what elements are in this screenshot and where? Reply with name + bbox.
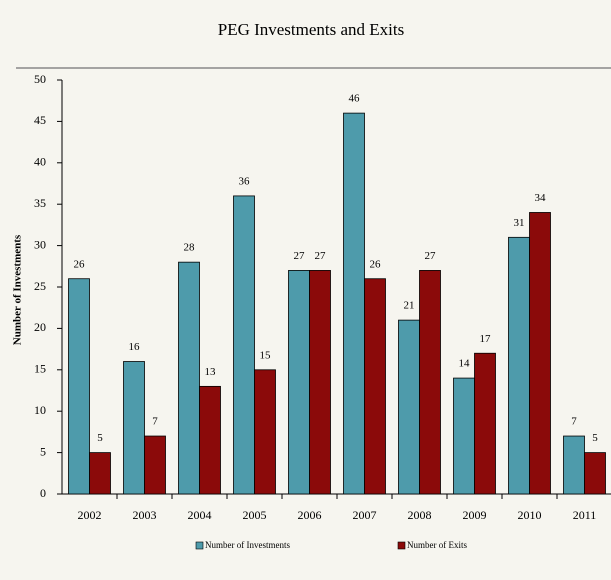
bar (508, 236, 530, 495)
x-tick-label: 2003 (133, 508, 157, 522)
bar (474, 352, 496, 495)
bar (364, 278, 386, 495)
data-label: 34 (535, 192, 547, 204)
y-tick-label: 35 (34, 196, 46, 210)
bar (254, 369, 276, 495)
bar (89, 452, 111, 495)
x-tick-label: 2008 (408, 508, 432, 522)
data-label: 7 (152, 416, 158, 428)
data-label: 13 (205, 366, 217, 378)
bar (584, 452, 606, 495)
data-label: 17 (480, 333, 492, 345)
bar (309, 270, 331, 495)
y-tick-label: 15 (34, 362, 46, 376)
legend-label: Number of Investments (205, 540, 290, 550)
data-label: 5 (592, 432, 598, 444)
y-tick-label: 25 (34, 279, 46, 293)
data-label: 36 (239, 175, 251, 187)
bar (563, 435, 585, 495)
x-tick-label: 2007 (353, 508, 377, 522)
bar (199, 385, 221, 495)
data-label: 5 (97, 432, 103, 444)
y-tick-label: 10 (34, 403, 46, 417)
bar (453, 377, 475, 495)
y-tick-label: 40 (34, 155, 46, 169)
data-label: 7 (571, 416, 577, 428)
x-tick-label: 2010 (518, 508, 542, 522)
data-label: 14 (459, 358, 471, 370)
y-tick-label: 30 (34, 237, 46, 251)
bar (398, 319, 420, 495)
y-tick-label: 20 (34, 320, 46, 334)
x-tick-label: 2002 (78, 508, 102, 522)
y-tick-label: 0 (40, 486, 46, 500)
y-tick-label: 50 (34, 72, 46, 86)
x-tick-label: 2005 (243, 508, 267, 522)
bar (178, 261, 200, 495)
data-label: 16 (129, 341, 141, 353)
legend-label: Number of Exits (407, 540, 467, 550)
bar (529, 212, 551, 495)
data-label: 27 (294, 250, 306, 262)
y-tick-label: 5 (40, 444, 46, 458)
x-tick-label: 2011 (573, 508, 597, 522)
bar (68, 278, 90, 495)
data-label: 26 (370, 258, 382, 270)
bar (144, 435, 166, 495)
data-label: 31 (514, 217, 525, 229)
bar (288, 270, 310, 495)
legend-swatch (397, 541, 406, 550)
data-label: 21 (404, 300, 415, 312)
data-label: 27 (425, 250, 437, 262)
bar (419, 270, 441, 495)
data-label: 15 (260, 349, 272, 361)
data-label: 26 (74, 258, 86, 270)
x-tick-label: 2009 (463, 508, 487, 522)
bar (343, 112, 365, 495)
y-axis-label: Number of Investments (12, 234, 24, 345)
legend-swatch (195, 541, 204, 550)
x-tick-label: 2006 (298, 508, 322, 522)
data-label: 28 (184, 242, 196, 254)
data-label: 27 (315, 250, 327, 262)
y-tick-label: 45 (34, 113, 46, 127)
x-tick-label: 2004 (188, 508, 212, 522)
bar (123, 361, 145, 495)
data-label: 46 (349, 93, 361, 105)
bar (233, 195, 255, 495)
chart-title: PEG Investments and Exits (218, 20, 405, 39)
